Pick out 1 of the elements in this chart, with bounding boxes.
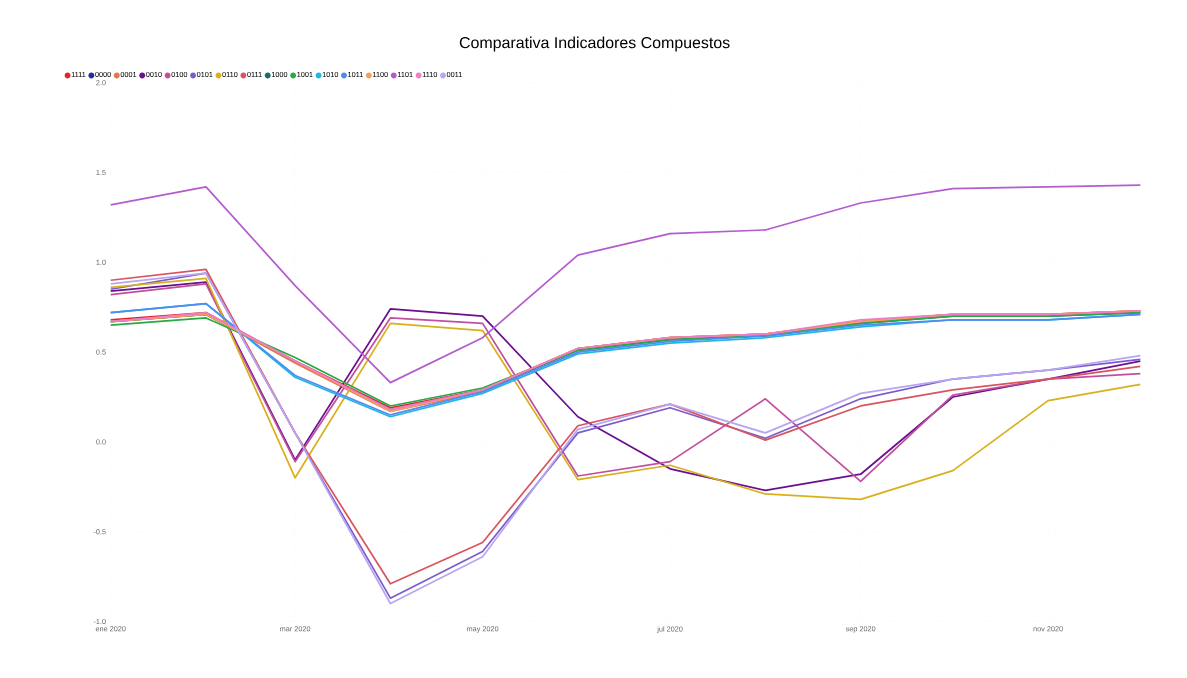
chart-title: Comparativa Indicadores Compuestos bbox=[459, 36, 730, 52]
